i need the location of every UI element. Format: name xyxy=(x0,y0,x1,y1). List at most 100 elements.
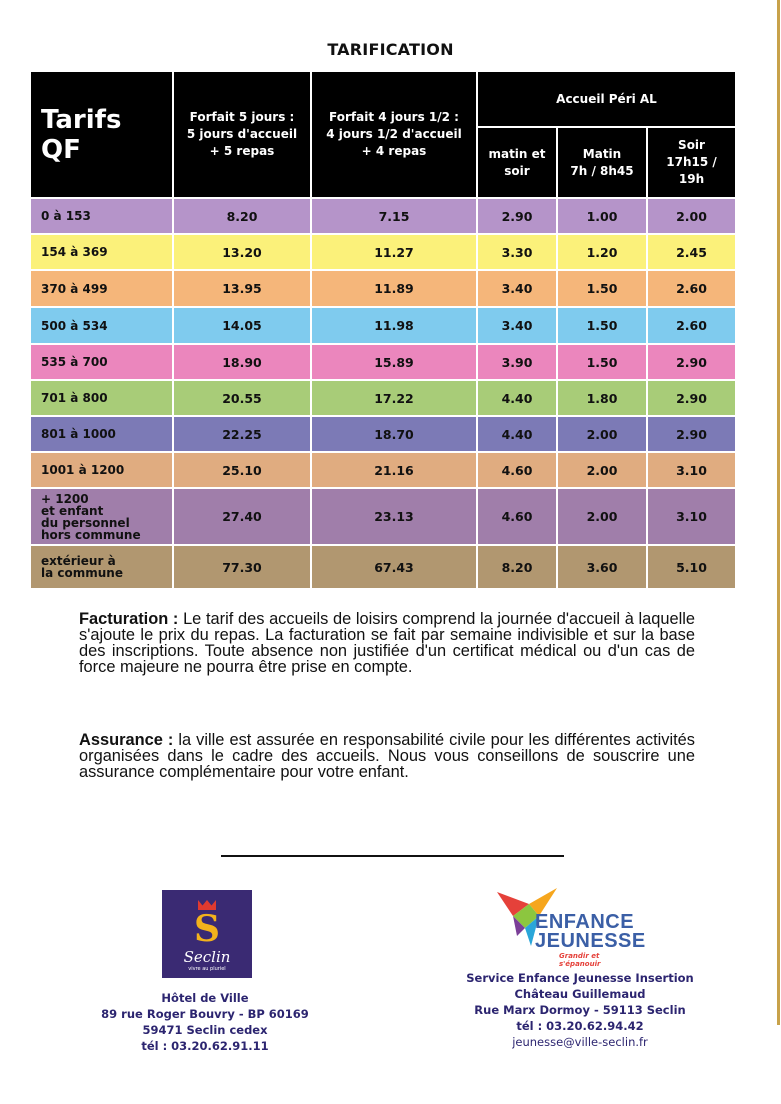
facturation-paragraph: Facturation : Le tarif des accueils de l… xyxy=(79,611,695,675)
hotel-name: Hôtel de Ville xyxy=(161,991,249,1005)
forfait-4-5-cell: 15.89 xyxy=(310,343,478,381)
matin-cell: 2.00 xyxy=(556,487,648,546)
forfait-5-cell: 14.05 xyxy=(172,306,312,345)
forfait-5-cell: 25.10 xyxy=(172,451,312,489)
col-header-soir: Soir 17h15 / 19h xyxy=(645,126,738,199)
matin-cell: 1.50 xyxy=(556,343,648,381)
seclin-logo-name: Seclin xyxy=(183,948,231,966)
soir-cell: 3.10 xyxy=(645,451,738,489)
ej-logo-line2: JEUNESSE xyxy=(535,930,646,952)
soir-cell: 2.45 xyxy=(645,233,738,271)
matin-soir-cell: 4.60 xyxy=(476,451,558,489)
forfait-5-cell: 27.40 xyxy=(172,487,312,546)
tarif-row: extérieur à la commune 77.30 67.43 8.20 3.60… xyxy=(29,544,738,590)
qf-cell: 154 à 369 xyxy=(29,233,174,271)
assurance-label: Assurance : xyxy=(79,731,174,749)
matin-cell: 1.50 xyxy=(556,269,648,308)
matin-cell: 2.00 xyxy=(556,415,648,453)
matin-cell: 1.50 xyxy=(556,306,648,345)
qf-cell: 1001 à 1200 xyxy=(29,451,174,489)
hotel-city: 59471 Seclin cedex xyxy=(142,1023,268,1037)
forfait-4-5-cell: 11.98 xyxy=(310,306,478,345)
tarif-row: + 1200 et enfant du personnel hors commu… xyxy=(29,487,738,546)
forfait-5-cell: 77.30 xyxy=(172,544,312,590)
qf-header: Tarifs QF xyxy=(29,70,174,199)
matin-soir-cell: 3.30 xyxy=(476,233,558,271)
soir-cell: 2.90 xyxy=(645,343,738,381)
matin-soir-cell: 3.90 xyxy=(476,343,558,381)
qf-cell: 701 à 800 xyxy=(29,379,174,417)
tarif-row: 535 à 700 18.90 15.89 3.90 1.50 2.90 xyxy=(29,343,738,381)
col-header-4-5days: Forfait 4 jours 1/2 : 4 jours 1/2 d'accu… xyxy=(310,70,478,199)
page-title: TARIFICATION xyxy=(327,40,454,59)
crown-icon xyxy=(198,900,216,910)
service-street: Rue Marx Dormoy - 59113 Seclin xyxy=(474,1003,686,1017)
forfait-4-5-cell: 23.13 xyxy=(310,487,478,546)
hotel-street: 89 rue Roger Bouvry - BP 60169 xyxy=(101,1007,309,1021)
soir-cell: 2.60 xyxy=(645,306,738,345)
matin-cell: 2.00 xyxy=(556,451,648,489)
service-address: Service Enfance Jeunesse Insertion Châte… xyxy=(425,970,735,1050)
tarif-row: 370 à 499 13.95 11.89 3.40 1.50 2.60 xyxy=(29,269,738,308)
col-header-matin-soir: matin et soir xyxy=(476,126,558,199)
forfait-5-cell: 22.25 xyxy=(172,415,312,453)
forfait-5-cell: 20.55 xyxy=(172,379,312,417)
forfait-5-cell: 8.20 xyxy=(172,197,312,235)
matin-soir-cell: 8.20 xyxy=(476,544,558,590)
soir-cell: 5.10 xyxy=(645,544,738,590)
soir-cell: 2.00 xyxy=(645,197,738,235)
tarifs-table: Tarifs QF Forfait 5 jours : 5 jours d'ac… xyxy=(29,70,738,590)
matin-soir-cell: 2.90 xyxy=(476,197,558,235)
soir-cell: 2.90 xyxy=(645,415,738,453)
matin-cell: 3.60 xyxy=(556,544,648,590)
matin-soir-cell: 4.60 xyxy=(476,487,558,546)
forfait-4-5-cell: 67.43 xyxy=(310,544,478,590)
tarif-row: 154 à 369 13.20 11.27 3.30 1.20 2.45 xyxy=(29,233,738,271)
bird-icon xyxy=(497,888,557,946)
facturation-label: Facturation : xyxy=(79,610,179,628)
qf-cell: 801 à 1000 xyxy=(29,415,174,453)
hotel-de-ville-address: Hôtel de Ville 89 rue Roger Bouvry - BP … xyxy=(85,990,325,1054)
forfait-5-cell: 13.20 xyxy=(172,233,312,271)
seclin-logo-tagline: vivre au pluriel xyxy=(188,966,226,972)
matin-cell: 1.80 xyxy=(556,379,648,417)
forfait-4-5-cell: 11.89 xyxy=(310,269,478,308)
qf-cell: 500 à 534 xyxy=(29,306,174,345)
matin-soir-cell: 3.40 xyxy=(476,269,558,308)
tarif-row: 1001 à 1200 25.10 21.16 4.60 2.00 3.10 xyxy=(29,451,738,489)
assurance-paragraph: Assurance : la ville est assurée en resp… xyxy=(79,732,695,780)
tarif-row: 500 à 534 14.05 11.98 3.40 1.50 2.60 xyxy=(29,306,738,345)
forfait-4-5-cell: 11.27 xyxy=(310,233,478,271)
facturation-text: Le tarif des accueils de loisirs compren… xyxy=(79,610,696,676)
qf-cell: 535 à 700 xyxy=(29,343,174,381)
qf-cell: + 1200 et enfant du personnel hors commu… xyxy=(29,487,174,546)
service-email[interactable]: jeunesse@ville-seclin.fr xyxy=(512,1035,648,1049)
forfait-4-5-cell: 7.15 xyxy=(310,197,478,235)
ej-logo-line1: ENFANCE xyxy=(535,911,635,933)
qf-cell: 0 à 153 xyxy=(29,197,174,235)
peri-group-header: Accueil Péri AL xyxy=(475,70,738,128)
section-divider xyxy=(221,855,564,857)
forfait-4-5-cell: 17.22 xyxy=(310,379,478,417)
service-phone: tél : 03.20.62.94.42 xyxy=(516,1019,644,1033)
matin-soir-cell: 4.40 xyxy=(476,415,558,453)
forfait-4-5-cell: 18.70 xyxy=(310,415,478,453)
hotel-phone: tél : 03.20.62.91.11 xyxy=(141,1039,269,1053)
right-edge-rule xyxy=(777,0,780,1025)
col-header-matin: Matin 7h / 8h45 xyxy=(556,126,648,199)
service-name: Service Enfance Jeunesse Insertion xyxy=(466,971,694,985)
soir-cell: 2.90 xyxy=(645,379,738,417)
qf-cell: extérieur à la commune xyxy=(29,544,174,590)
ej-logo-tagline: Grandir et s'épanouir xyxy=(559,952,601,968)
service-place: Château Guillemaud xyxy=(514,987,646,1001)
matin-cell: 1.20 xyxy=(556,233,648,271)
forfait-5-cell: 18.90 xyxy=(172,343,312,381)
soir-cell: 3.10 xyxy=(645,487,738,546)
tarif-row: 801 à 1000 22.25 18.70 4.40 2.00 2.90 xyxy=(29,415,738,453)
forfait-5-cell: 13.95 xyxy=(172,269,312,308)
qf-cell: 370 à 499 xyxy=(29,269,174,308)
forfait-4-5-cell: 21.16 xyxy=(310,451,478,489)
matin-cell: 1.00 xyxy=(556,197,648,235)
seclin-logo: S Seclin vivre au pluriel xyxy=(162,890,252,978)
col-header-5days: Forfait 5 jours : 5 jours d'accueil + 5 … xyxy=(172,70,312,199)
